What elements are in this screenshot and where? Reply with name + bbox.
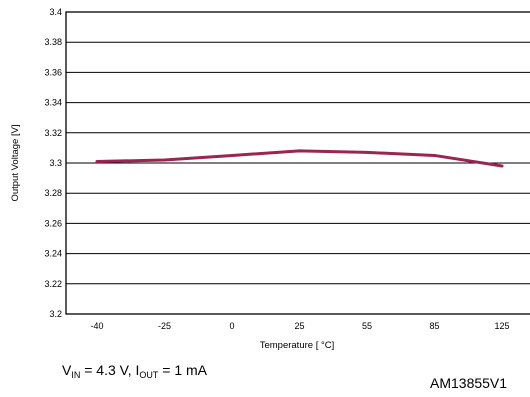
x-tick-label: 85 (429, 321, 439, 331)
test-condition-label: VIN = 4.3 V, IOUT = 1 mA (62, 362, 207, 380)
iout-value: = 1 mA (158, 362, 208, 378)
y-tick-label: 3.32 (44, 128, 62, 138)
vin-subscript: IN (71, 370, 81, 380)
x-tick-label: -25 (158, 321, 171, 331)
data-point (163, 158, 166, 162)
y-tick-label: 3.28 (44, 188, 62, 198)
x-tick-label: 55 (362, 321, 372, 331)
data-point (433, 153, 436, 157)
x-tick-label: 125 (494, 321, 509, 331)
y-tick-label: 3.36 (44, 67, 62, 77)
x-tick-label: 25 (294, 321, 304, 331)
x-tick-labels: -40 -25 0 25 55 85 125 (90, 321, 509, 331)
x-axis-label: Temperature [ °C] (260, 340, 335, 351)
x-tick-label: 0 (229, 321, 234, 331)
figure-id: AM13855V1 (430, 375, 508, 391)
x-tick-label: -40 (90, 321, 103, 331)
series-line-0 (96, 149, 503, 168)
y-tick-label: 3.22 (44, 279, 62, 289)
y-tick-labels: 3.2 3.22 3.24 3.26 3.28 3.3 3.32 3.34 3.36 3.38 3.… (44, 7, 62, 319)
y-tick-label: 3.34 (44, 98, 62, 108)
vin-symbol: V (62, 362, 72, 378)
data-point (95, 159, 99, 163)
y-tick-label: 3.2 (49, 309, 62, 319)
data-point (500, 164, 504, 168)
vin-value: = 4.3 V, (80, 362, 136, 378)
y-tick-label: 3.38 (44, 37, 62, 47)
y-tick-label: 3.24 (44, 249, 62, 259)
y-tick-label: 3.26 (44, 218, 62, 228)
data-point (365, 150, 369, 154)
y-tick-label: 3.3 (49, 158, 62, 168)
data-point (298, 149, 301, 153)
grid-lines (66, 41, 530, 285)
y-tick-label: 3.4 (49, 7, 62, 17)
series-group (95, 149, 504, 168)
y-axis-label: Output Voltage [V] (10, 124, 21, 201)
iout-subscript: OUT (139, 370, 159, 380)
iout-symbol: I (135, 362, 140, 378)
data-point (230, 153, 234, 157)
plot-frame (65, 11, 530, 315)
